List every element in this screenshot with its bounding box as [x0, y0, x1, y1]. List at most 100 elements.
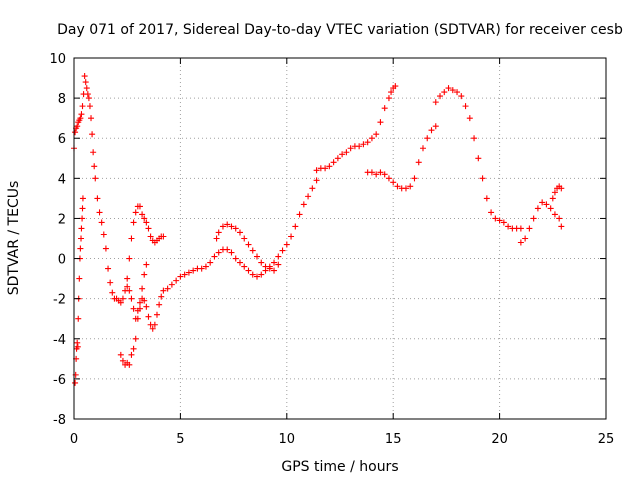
data-point — [292, 223, 299, 230]
data-point — [373, 171, 380, 178]
data-point — [228, 249, 235, 256]
data-point — [124, 275, 131, 282]
data-point — [266, 265, 273, 272]
data-point — [109, 289, 116, 296]
data-point — [126, 255, 133, 262]
data-point — [385, 95, 392, 102]
data-point — [339, 151, 346, 158]
data-point — [258, 271, 265, 278]
y-tick-label: 8 — [58, 92, 66, 107]
data-point — [132, 335, 139, 342]
data-point — [258, 259, 265, 266]
data-point — [185, 269, 192, 276]
data-point — [449, 87, 456, 94]
data-point — [505, 223, 512, 230]
data-point — [305, 193, 312, 200]
data-point — [471, 135, 478, 142]
data-point — [117, 351, 124, 358]
data-point — [381, 171, 388, 178]
data-point — [79, 215, 86, 222]
data-point — [76, 275, 83, 282]
data-point — [143, 303, 150, 310]
data-point — [143, 261, 150, 268]
data-point — [84, 91, 91, 98]
data-point — [534, 205, 541, 212]
data-point — [130, 305, 137, 312]
data-point — [296, 211, 303, 218]
data-point — [126, 361, 133, 368]
data-point — [271, 259, 278, 266]
x-tick-label: 25 — [598, 432, 615, 447]
data-point — [356, 143, 363, 150]
data-points — [71, 73, 565, 386]
data-point — [360, 141, 367, 148]
data-point — [428, 127, 435, 134]
data-point — [334, 155, 341, 162]
data-point — [556, 215, 563, 222]
data-point — [385, 175, 392, 182]
data-point — [437, 93, 444, 100]
data-point — [130, 219, 137, 226]
data-point — [241, 235, 248, 242]
data-point — [547, 205, 554, 212]
data-point — [139, 285, 146, 292]
data-point — [141, 271, 148, 278]
y-axis-label: SDTVAR / TECUs — [6, 181, 22, 296]
data-point — [91, 163, 98, 170]
data-point — [168, 281, 175, 288]
data-point — [441, 89, 448, 96]
data-point — [102, 245, 109, 252]
data-point — [78, 225, 85, 232]
data-point — [288, 233, 295, 240]
y-tick-label: 4 — [58, 172, 66, 187]
data-point — [313, 177, 320, 184]
data-point — [136, 305, 143, 312]
data-point — [74, 123, 81, 130]
data-point — [517, 239, 524, 246]
data-point — [558, 223, 565, 230]
series-7 — [432, 85, 524, 232]
data-point — [402, 185, 409, 192]
data-point — [177, 273, 184, 280]
data-point — [153, 311, 160, 318]
data-point — [94, 195, 101, 202]
data-point — [394, 183, 401, 190]
data-point — [79, 205, 86, 212]
data-point — [96, 209, 103, 216]
data-point — [549, 195, 556, 202]
data-point — [228, 223, 235, 230]
data-point — [190, 267, 197, 274]
data-point — [330, 159, 337, 166]
data-point — [262, 263, 269, 270]
data-point — [86, 103, 93, 110]
data-point — [551, 189, 558, 196]
data-point — [89, 131, 96, 138]
data-point — [160, 287, 167, 294]
data-point — [254, 253, 261, 260]
data-point — [326, 163, 333, 170]
data-point — [407, 183, 414, 190]
data-point — [254, 273, 261, 280]
data-point — [454, 89, 461, 96]
data-point — [275, 253, 282, 260]
data-point — [219, 223, 226, 230]
data-point — [249, 247, 256, 254]
data-point — [145, 313, 152, 320]
series-6 — [364, 123, 439, 192]
data-point — [475, 155, 482, 162]
data-point — [377, 119, 384, 126]
x-axis-label: GPS time / hours — [281, 459, 398, 475]
data-point — [245, 241, 252, 248]
data-point — [136, 299, 143, 306]
data-point — [130, 345, 137, 352]
data-point — [343, 149, 350, 156]
data-point — [364, 139, 371, 146]
data-point — [164, 285, 171, 292]
data-point — [236, 229, 243, 236]
data-point — [211, 253, 218, 260]
data-point — [134, 315, 141, 322]
data-point — [347, 145, 354, 152]
data-point — [202, 263, 209, 270]
data-point — [275, 261, 282, 268]
data-point — [149, 325, 156, 332]
